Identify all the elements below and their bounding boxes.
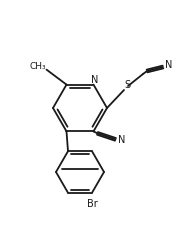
Text: N: N	[165, 60, 173, 70]
Text: CH₃: CH₃	[29, 62, 46, 71]
Text: N: N	[118, 135, 125, 145]
Text: N: N	[91, 75, 99, 85]
Text: S: S	[124, 80, 130, 90]
Text: Br: Br	[87, 199, 97, 209]
